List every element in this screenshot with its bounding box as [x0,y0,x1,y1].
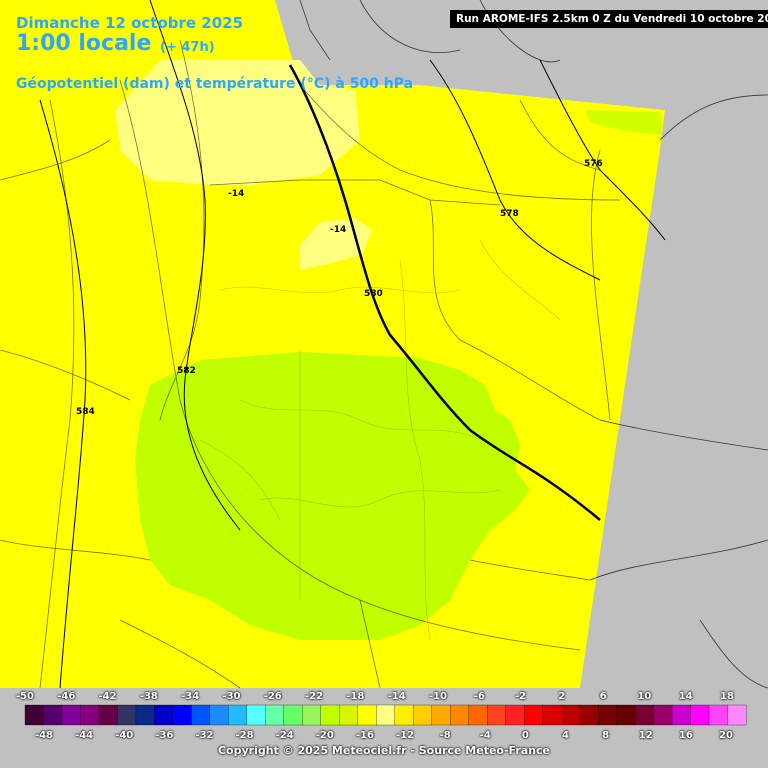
legend-label-bottom: 8 [602,730,610,741]
legend-label-bottom: -12 [396,730,415,741]
outside-domain-right [580,110,768,688]
isoline-576 [539,59,666,241]
outside-borders [299,0,768,689]
legend-label-bottom: -28 [235,730,254,741]
legend-label-bottom: -8 [439,730,451,741]
temp-area-minus-16 [135,352,530,640]
legend-label-bottom: -4 [479,730,491,741]
legend-label-top: -38 [139,691,158,702]
temp-area-green-ne [585,110,662,135]
isoline-582 [149,0,241,531]
legend-label-top: -6 [473,691,485,702]
legend-label-bottom: 12 [638,730,653,741]
legend-label-bottom: -44 [75,730,94,741]
parameter-title: Géopotentiel (dam) et température (°C) à… [16,76,414,92]
forecast-lead-time: (+ 47h) [160,40,215,55]
label-576: 576 [584,159,603,169]
legend-label-bottom: 0 [521,730,529,741]
legend-label-top: -46 [57,691,76,702]
isoline-580 [288,64,601,521]
legend-label-top: 6 [599,691,607,702]
label-582: 582 [177,366,196,376]
isoline-labels: 576 578 580 582 584 -14 -14 [76,159,603,417]
legend-label-bottom: 20 [719,730,733,741]
label-584: 584 [76,407,95,417]
run-info: Run AROME-IFS 2.5km 0 Z du Vendredi 10 o… [450,10,768,28]
legend-label-top: -42 [98,691,117,702]
legend-label-top: -34 [181,691,200,702]
legend-label-bottom: -16 [355,730,374,741]
legend-label-top: -2 [514,691,527,702]
label-temp-minus-14-a: -14 [228,189,244,199]
legend-label-top: 10 [637,691,652,702]
legend-label-top: -26 [263,691,282,702]
legend-label-top: -18 [346,691,365,702]
label-temp-minus-14-b: -14 [330,225,346,235]
legend-label-bottom: -40 [115,730,134,741]
temperature-legend-bar [24,704,747,726]
legend-label-bottom: -20 [315,730,334,741]
region-borders [199,239,561,641]
forecast-date: Dimanche 12 octobre 2025 [16,14,244,32]
legend-label-top: -14 [387,691,406,702]
isoline-578 [429,59,601,281]
forecast-time: 1:00 locale [16,31,152,56]
borders [0,39,621,689]
legend-label-top: -10 [428,691,447,702]
legend-label-bottom: -48 [34,730,54,741]
copyright: Copyright © 2025 Meteociel.fr - Source M… [217,744,551,757]
legend-label-bottom: 16 [678,730,693,741]
legend-label-top: -30 [222,691,241,702]
legend-label-top: 14 [678,691,693,702]
label-578: 578 [500,209,519,219]
geopotential-isolines [39,0,666,689]
legend-label-bottom: -32 [195,730,214,741]
legend-swatch [727,704,747,726]
legend-label-top: -22 [305,691,324,702]
label-580: 580 [364,289,383,299]
legend-label-top: 2 [558,691,566,702]
legend-label-bottom: 4 [562,730,569,741]
legend-label-bottom: -36 [155,730,174,741]
isoline-584 [39,99,87,689]
legend-label-top: -50 [15,691,35,702]
legend-label-top: 18 [720,691,734,702]
legend-label-bottom: -24 [275,730,294,741]
temp-area-minus-14-north [115,60,360,185]
